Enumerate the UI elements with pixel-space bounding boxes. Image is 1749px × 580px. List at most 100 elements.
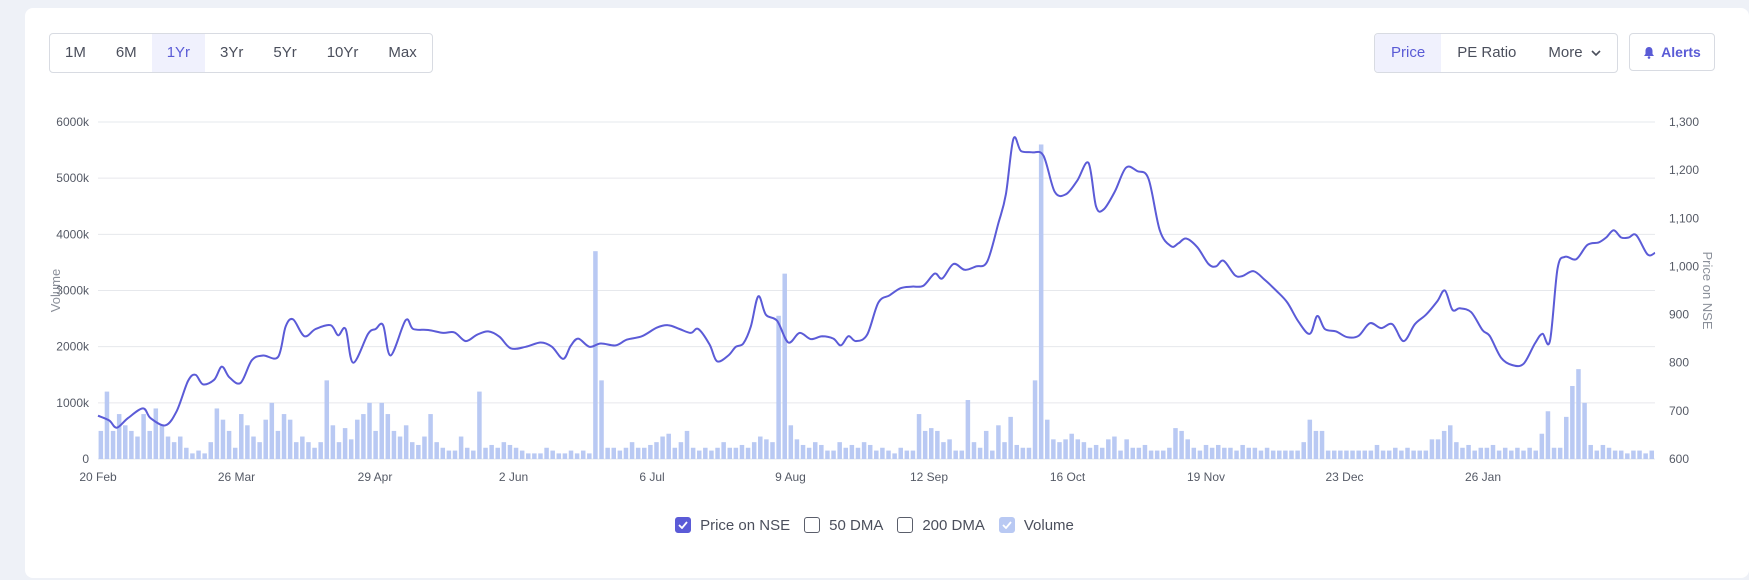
x-tick-label: 6 Jul (639, 470, 664, 484)
checkbox-checked-icon (675, 517, 692, 533)
alerts-button[interactable]: Alerts (1629, 33, 1715, 71)
legend-volume[interactable]: Volume (998, 516, 1074, 534)
volume-bar (593, 251, 598, 459)
volume-bar (806, 447, 812, 459)
volume-bar (782, 273, 787, 459)
volume-bar (580, 450, 586, 459)
volume-bar (1356, 450, 1361, 459)
legend-price-on-nse[interactable]: Price on NSE (675, 517, 790, 534)
volume-bar (1527, 447, 1532, 459)
volume-bar (794, 439, 800, 459)
volume-bar (440, 447, 446, 459)
range-tab-max[interactable]: Max (388, 44, 417, 61)
volume-bar (239, 414, 244, 459)
chart-legend: Price on NSE 50 DMA 200 DMA Volume (0, 513, 1749, 537)
y-right-tick-label: 1,200 (1669, 163, 1699, 177)
volume-bar (678, 442, 684, 459)
volume-bar (544, 447, 549, 459)
bell-icon (1643, 46, 1655, 59)
volume-bar (977, 447, 983, 459)
volume-bar (1405, 447, 1410, 459)
volume-bar (458, 436, 464, 459)
volume-bar (1045, 419, 1050, 459)
volume-bar (379, 402, 384, 459)
volume-bar (1075, 439, 1081, 459)
volume-bar (654, 442, 659, 459)
tab-pe-ratio[interactable]: PE Ratio (1457, 44, 1517, 61)
volume-bar (287, 419, 293, 459)
volume-bar (312, 447, 317, 459)
volume-bar (1618, 450, 1624, 459)
volume-bar (1112, 436, 1117, 459)
legend-label: Volume (1023, 516, 1074, 534)
volume-bar (1020, 447, 1026, 459)
volume-bar (153, 408, 159, 459)
tab-price[interactable]: Price (1375, 34, 1442, 72)
volume-bar (947, 439, 952, 459)
volume-bar (562, 453, 568, 459)
volume-bar (318, 442, 323, 459)
alerts-label: Alerts (1661, 44, 1701, 60)
volume-bar (1258, 450, 1264, 459)
volume-bar (758, 436, 763, 459)
volume-bar (1533, 450, 1538, 459)
range-tab-1m[interactable]: 1M (65, 44, 86, 61)
volume-bar (623, 447, 629, 459)
volume-bar (1154, 450, 1160, 459)
price-line (97, 136, 1656, 429)
legend-200-dma[interactable]: 200 DMA (897, 517, 985, 534)
y-left-axis-title: Volume (48, 269, 63, 312)
volume-bar (953, 450, 958, 459)
volume-bar (874, 450, 879, 459)
volume-bar (1215, 444, 1221, 459)
volume-bar (1484, 447, 1490, 459)
price-volume-chart: 0 1000k 2000k 3000k 4000k 5000k 6000k 600 700 800… (48, 115, 1715, 484)
volume-bar (1093, 444, 1099, 459)
x-tick-label: 23 Dec (1325, 470, 1363, 484)
volume-bar (696, 450, 702, 459)
volume-bar (1038, 144, 1044, 459)
volume-bar (464, 447, 470, 459)
legend-50-dma[interactable]: 50 DMA (804, 517, 883, 534)
range-tab-5yr[interactable]: 5Yr (273, 44, 297, 61)
x-tick-label: 9 Aug (775, 470, 806, 484)
volume-bar (428, 414, 433, 459)
volume-bar (1148, 450, 1154, 459)
volume-bar (1606, 447, 1612, 459)
volume-bar (324, 380, 330, 459)
x-tick-label: 19 Nov (1187, 470, 1225, 484)
volume-bar (171, 442, 177, 459)
volume-bar (501, 442, 507, 459)
range-tab-3yr[interactable]: 3Yr (220, 44, 244, 61)
volume-bar (1234, 450, 1239, 459)
volume-bar (1173, 428, 1178, 459)
volume-bar (1295, 450, 1300, 459)
volume-bar (1307, 419, 1313, 459)
volume-bar (507, 444, 513, 459)
volume-bar (764, 439, 769, 459)
range-tab-10yr[interactable]: 10Yr (326, 44, 359, 61)
legend-label: 200 DMA (922, 516, 985, 534)
volume-bar (410, 442, 415, 459)
volume-bar (123, 425, 128, 459)
range-tab-1yr[interactable]: 1Yr (151, 34, 206, 72)
volume-bar (1252, 447, 1258, 459)
range-selector: 1M 6M 1Yr 3Yr 5Yr 10Yr Max (49, 33, 433, 73)
volume-bar (422, 436, 427, 459)
x-tick-label: 2 Jun (499, 470, 528, 484)
volume-bar (1331, 450, 1337, 459)
volume-bar (1057, 442, 1062, 459)
volume-bar (690, 447, 696, 459)
volume-bar (770, 442, 775, 459)
volume-bar (959, 450, 965, 459)
volume-bar (666, 433, 671, 459)
volume-bar (1594, 450, 1600, 459)
volume-bar (306, 442, 311, 459)
x-tick-label: 20 Feb (79, 470, 117, 484)
volume-bar (861, 442, 867, 459)
volume-bar (300, 436, 305, 459)
volume-bar (1600, 444, 1606, 459)
more-dropdown[interactable]: More (1532, 34, 1616, 72)
range-tab-6m[interactable]: 6M (115, 44, 137, 61)
volume-bar (1435, 439, 1441, 459)
